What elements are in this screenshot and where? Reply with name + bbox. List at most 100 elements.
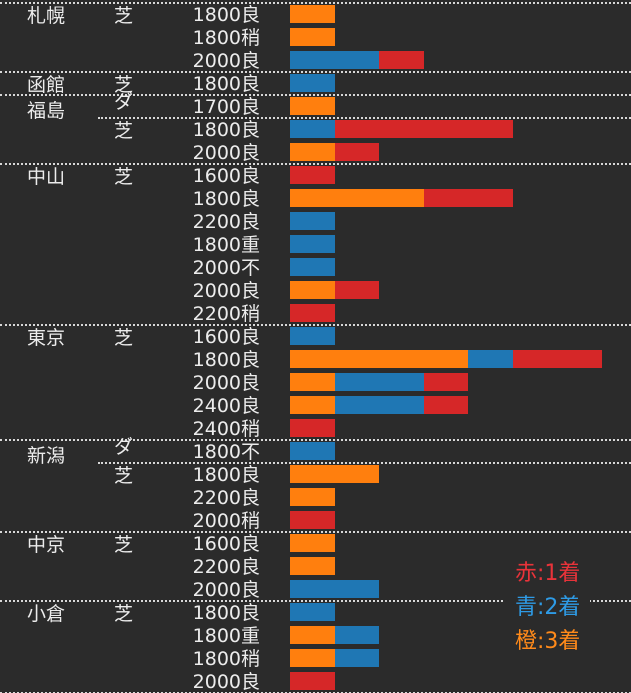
row-label: 2200良 — [192, 211, 260, 233]
divider — [0, 531, 631, 533]
bar-segment-first — [334, 281, 379, 299]
bar-segment-second — [334, 649, 379, 667]
row-label: 1600良 — [192, 165, 260, 187]
bar-segment-first — [379, 51, 424, 69]
divider — [0, 163, 631, 165]
bar-segment-second — [290, 442, 335, 460]
bar-segment-second — [290, 120, 335, 138]
venue-label: 福島 — [27, 100, 66, 122]
bar-segment-first — [423, 189, 513, 207]
bar-segment-third — [290, 396, 335, 414]
row-label: 1700良 — [192, 96, 260, 118]
row-label: 1600良 — [192, 326, 260, 348]
surface-label: 芝 — [114, 603, 134, 625]
bar-segment-first — [290, 672, 335, 690]
bar-segment-third — [290, 281, 335, 299]
row-label: 1800良 — [192, 349, 260, 371]
row-label: 1600良 — [192, 533, 260, 555]
venue-label: 東京 — [27, 327, 66, 349]
row-label: 2000稍 — [192, 510, 260, 532]
bar-segment-first — [290, 166, 335, 184]
bar-segment-third — [290, 626, 335, 644]
legend-third: 橙:3着 — [515, 629, 581, 654]
divider — [0, 71, 631, 73]
row-label: 2000良 — [192, 579, 260, 601]
bar-segment-second — [290, 74, 335, 92]
bar-segment-third — [290, 649, 335, 667]
row-label: 2000良 — [192, 142, 260, 164]
row-label: 1800重 — [192, 625, 260, 647]
row-label: 1800良 — [192, 602, 260, 624]
bar-segment-third — [290, 557, 335, 575]
row-label: 1800良 — [192, 464, 260, 486]
bar-segment-third — [290, 488, 335, 506]
surface-label: 芝 — [114, 74, 134, 96]
bar-segment-second — [334, 626, 379, 644]
legend: 赤:1着 青:2着 橙:3着 — [505, 555, 591, 661]
row-label: 1800良 — [192, 188, 260, 210]
bar-segment-third — [290, 465, 379, 483]
bar-segment-third — [290, 534, 335, 552]
bar-segment-third — [290, 189, 424, 207]
surface-label: 芝 — [114, 5, 134, 27]
bar-segment-third — [290, 373, 335, 391]
divider — [0, 600, 631, 602]
bar-segment-first — [334, 120, 513, 138]
bar-segment-second — [334, 373, 424, 391]
divider — [0, 94, 631, 96]
legend-second: 青:2着 — [515, 595, 581, 620]
row-label: 1800稍 — [192, 27, 260, 49]
row-label: 2200良 — [192, 487, 260, 509]
row-label: 1800良 — [192, 73, 260, 95]
bar-segment-second — [290, 235, 335, 253]
bar-segment-second — [334, 396, 424, 414]
venue-label: 小倉 — [27, 603, 66, 625]
bar-segment-second — [468, 350, 513, 368]
venue-label: 札幌 — [27, 5, 66, 27]
bar-segment-third — [290, 97, 335, 115]
bar-segment-first — [290, 419, 335, 437]
bar-segment-second — [290, 327, 335, 345]
row-label: 2000良 — [192, 671, 260, 693]
row-label: 2200稍 — [192, 303, 260, 325]
bar-segment-second — [290, 603, 335, 621]
row-label: 2400稍 — [192, 418, 260, 440]
row-label: 1800良 — [192, 119, 260, 141]
surface-label: 芝 — [114, 166, 134, 188]
venue-label: 函館 — [27, 74, 66, 96]
bar-segment-third — [290, 28, 335, 46]
bar-segment-first — [290, 511, 335, 529]
row-label: 2200良 — [192, 556, 260, 578]
bar-segment-first — [423, 373, 468, 391]
row-label: 2000良 — [192, 280, 260, 302]
venue-label: 中京 — [27, 534, 66, 556]
divider — [98, 462, 631, 464]
row-label: 2000良 — [192, 50, 260, 72]
row-label: 1800良 — [192, 4, 260, 26]
divider — [0, 2, 631, 4]
bar-segment-first — [334, 143, 379, 161]
bar-segment-second — [290, 580, 379, 598]
surface-label: 芝 — [114, 120, 134, 142]
bar-segment-second — [290, 51, 379, 69]
row-label: 2000良 — [192, 372, 260, 394]
bar-segment-third — [290, 143, 335, 161]
bar-segment-third — [290, 5, 335, 23]
row-label: 1800重 — [192, 234, 260, 256]
surface-label: ダ — [114, 91, 134, 113]
row-label: 2400良 — [192, 395, 260, 417]
divider — [98, 117, 631, 119]
venue-label: 新潟 — [27, 445, 66, 467]
bar-segment-first — [423, 396, 468, 414]
legend-first: 赤:1着 — [515, 561, 581, 586]
bar-segment-third — [290, 350, 468, 368]
surface-label: 芝 — [114, 465, 134, 487]
bar-segment-first — [290, 304, 335, 322]
divider — [0, 324, 631, 326]
row-label: 1800稍 — [192, 648, 260, 670]
bar-segment-first — [512, 350, 602, 368]
divider — [0, 439, 631, 441]
row-label: 1800不 — [192, 441, 260, 463]
surface-label: ダ — [114, 436, 134, 458]
